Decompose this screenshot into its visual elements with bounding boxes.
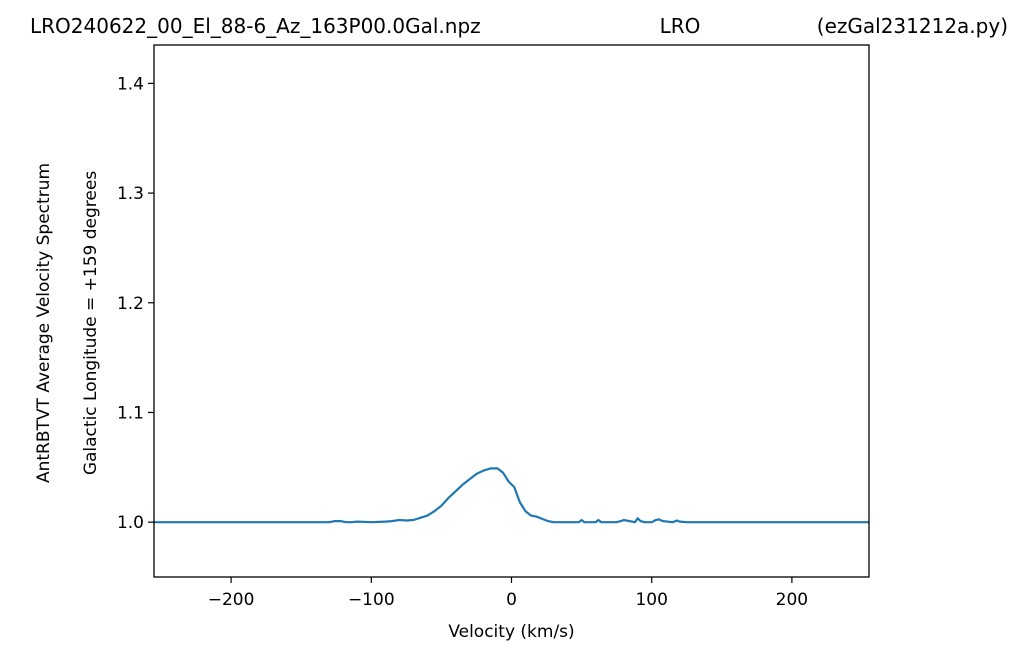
y-tick-label: 1.2 <box>117 294 144 314</box>
y-axis-label-line1: AntRBTVT Average Velocity Spectrum <box>34 163 54 483</box>
header-site: LRO <box>660 14 701 38</box>
header-filename: LRO240622_00_El_88-6_Az_163P00.0Gal.npz <box>30 14 481 38</box>
y-axis-label-line2: Galactic Longitude = +159 degrees <box>81 171 101 475</box>
y-tick-label: 1.1 <box>117 403 144 423</box>
x-axis-label: Velocity (km/s) <box>448 622 574 642</box>
plot-frame <box>153 44 870 578</box>
axis-ticks: −200 −100 0 100 200 1.0 1.1 1.2 1.3 1.4 <box>117 74 808 610</box>
x-tick-label: 200 <box>776 590 808 610</box>
y-tick-label: 1.3 <box>117 184 144 204</box>
x-tick-label: 0 <box>506 590 517 610</box>
x-tick-label: −100 <box>348 590 395 610</box>
plot-series <box>154 467 869 524</box>
header-script: (ezGal231212a.py) <box>817 14 1008 38</box>
x-tick-label: 100 <box>635 590 667 610</box>
series-line <box>154 467 869 524</box>
y-tick-label: 1.0 <box>117 513 144 533</box>
y-tick-label: 1.4 <box>117 74 144 94</box>
x-tick-label: −200 <box>208 590 255 610</box>
